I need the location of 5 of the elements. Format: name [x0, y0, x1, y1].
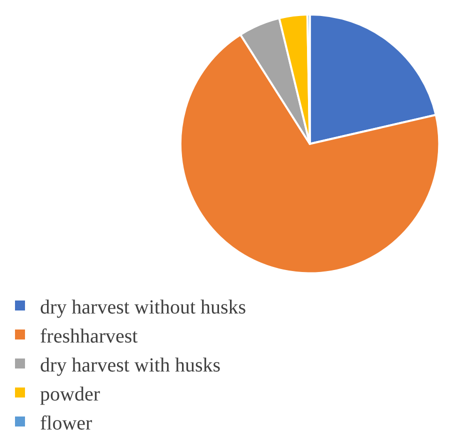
legend-label: powder — [40, 383, 100, 406]
legend-label: flower — [40, 412, 93, 434]
legend-label: dry harvest without husks — [40, 296, 246, 318]
legend-label: dry harvest with husks — [40, 354, 221, 376]
legend-label: freshharvest — [40, 325, 138, 348]
